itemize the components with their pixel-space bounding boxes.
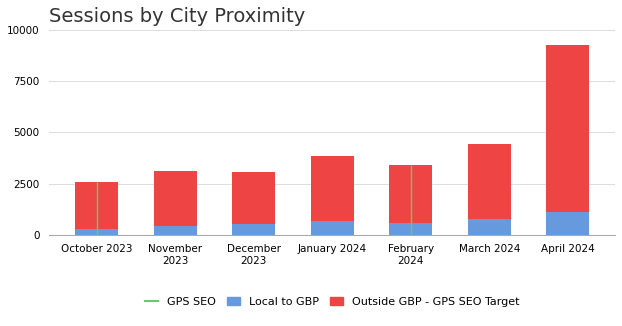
Bar — [389, 165, 432, 224]
Bar — [75, 229, 118, 235]
Bar — [546, 212, 589, 235]
Bar — [154, 226, 197, 235]
Bar — [310, 156, 354, 221]
Bar — [75, 182, 118, 229]
Bar — [310, 221, 354, 235]
Bar — [468, 144, 511, 219]
Bar — [468, 219, 511, 235]
Bar — [232, 225, 276, 235]
Bar — [546, 45, 589, 212]
Bar — [232, 172, 276, 225]
Text: Sessions by City Proximity: Sessions by City Proximity — [49, 7, 305, 26]
Legend: GPS SEO, Local to GBP, Outside GBP - GPS SEO Target: GPS SEO, Local to GBP, Outside GBP - GPS… — [144, 297, 520, 307]
Bar — [389, 224, 432, 235]
Bar — [154, 171, 197, 226]
